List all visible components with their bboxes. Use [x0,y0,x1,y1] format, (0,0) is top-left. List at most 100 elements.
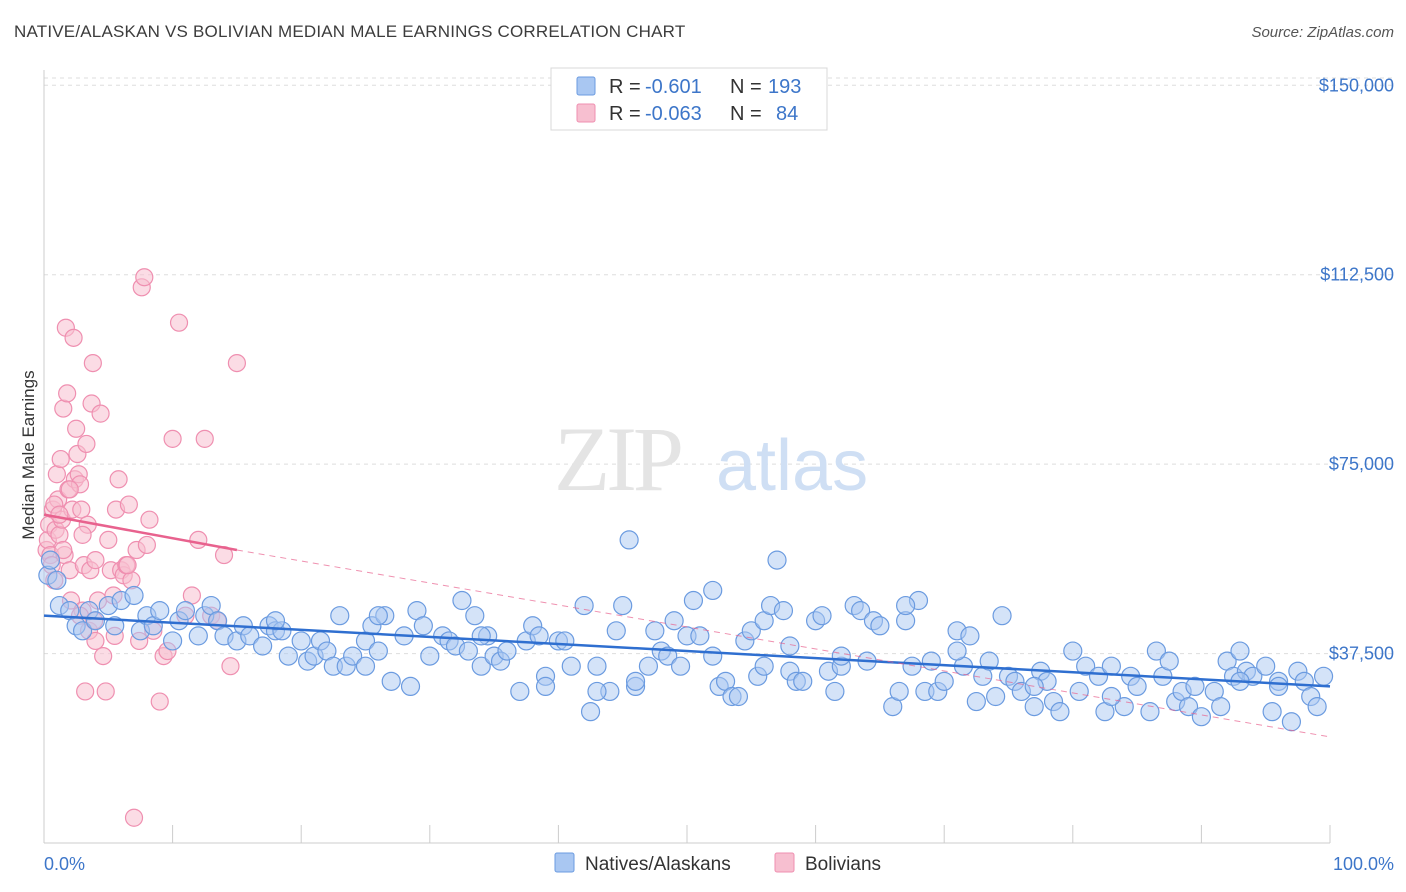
native-point-141 [1088,666,1109,686]
native-point-116 [902,656,922,676]
native-point-39 [330,606,350,626]
native-point-46 [381,671,401,691]
native-point-63 [510,681,530,702]
native-point-157 [1211,697,1231,717]
native-point-148 [1146,641,1166,661]
bolivian-point-78 [86,551,105,570]
y-tick-labels: $37,500 $75,000 $112,500 $150,000 [1319,75,1394,663]
native-point-166 [1281,712,1302,732]
native-point-92 [728,686,749,707]
native-point-170 [1307,697,1327,717]
native-point-185 [1101,686,1121,707]
native-point-80 [645,621,665,641]
watermark-zip: ZIP [554,408,681,510]
native-point-173 [471,626,491,646]
native-point-76 [613,595,633,616]
bolivian-point-53 [124,808,144,827]
native-point-88 [703,580,723,601]
bolivian-point-42 [96,682,115,701]
bolivian-point-8 [47,465,66,484]
bolivian-point-59 [140,510,159,529]
trend-lines [43,513,1331,738]
native-point-128 [986,686,1006,707]
y-axis-title: Median Male Earnings [19,370,38,539]
native-point-69 [555,631,575,651]
chart-title: NATIVE/ALASKAN VS BOLIVIAN MEDIAN MALE E… [14,22,686,41]
x-tick-label-end: 100.0% [1333,854,1394,874]
native-point-112 [870,616,890,636]
native-point-124 [960,626,980,646]
native-point-114 [889,681,909,702]
bolivian-point-10 [50,525,69,544]
native-point-160 [1230,641,1250,661]
native-point-32 [278,646,298,666]
bolivian-point-41 [94,646,113,666]
native-point-44 [368,641,388,661]
native-point-82 [658,646,678,666]
y-tick-label-2: $112,500 [1320,265,1394,285]
bolivian-point-40 [91,404,110,423]
native-point-138 [1063,641,1083,661]
native-point-133 [1024,697,1044,717]
native-point-127 [979,651,999,671]
native-point-183 [703,646,723,666]
legend-r-native: -0.601 [645,76,702,98]
gridlines [44,77,1394,655]
bolivian-point-73 [221,657,240,676]
native-point-182 [535,676,556,697]
bolivian-point-13 [54,399,73,418]
bolivian-point-31 [77,434,96,454]
native-point-146 [1127,676,1147,697]
native-point-20 [188,626,208,646]
bolivian-point-61 [150,692,169,711]
watermark: ZIP atlas [554,408,868,510]
native-point-19 [175,601,196,621]
native-point-187 [355,656,376,676]
native-point-150 [1159,651,1179,671]
native-point-12 [124,585,144,606]
source-label: Source: ZipAtlas.com [1251,24,1394,41]
native-trend-line [43,614,1331,688]
bolivian-point-11 [51,449,70,469]
bolivian-point-36 [83,353,102,373]
bolivian-point-16 [58,384,77,403]
axes [43,70,1331,844]
native-point-163 [1256,656,1276,676]
bolivian-point-43 [99,530,118,550]
native-point-181 [265,611,286,631]
native-point-56 [458,641,478,661]
native-point-106 [825,681,845,702]
legend-r-label-bolivian: R = [609,103,641,125]
bolivian-point-76 [54,540,73,560]
native-point-121 [934,671,954,691]
legend-n-bolivian: 84 [776,103,798,125]
native-point-73 [587,656,607,676]
native-point-8 [85,611,106,631]
native-point-71 [574,595,594,616]
bolivian-point-65 [169,313,189,332]
native-point-33 [291,631,311,651]
top-legend: R = -0.601 N = 193 R = -0.063 N = 84 [550,67,828,131]
native-point-147 [1140,702,1160,722]
native-point-62 [497,641,517,661]
x-tick-label-start: 0.0% [44,854,85,874]
native-point-155 [1191,707,1212,727]
native-point-6 [72,621,93,641]
native-point-16 [150,601,170,621]
native-point-137 [1050,702,1070,722]
native-point-184 [831,646,851,666]
native-point-83 [664,611,684,631]
native-point-10 [105,616,125,636]
legend-n-label-native: N = [730,76,762,98]
bolivian-point-47 [109,470,128,489]
native-point-129 [992,606,1012,626]
native-point-72 [580,702,601,722]
native-point-154 [1185,676,1205,697]
native-points [38,530,1334,732]
native-point-84 [670,656,691,676]
bolivian-point-57 [135,268,154,287]
native-point-86 [683,590,704,611]
bolivian-point-30 [76,682,95,701]
native-point-186 [1268,676,1289,697]
